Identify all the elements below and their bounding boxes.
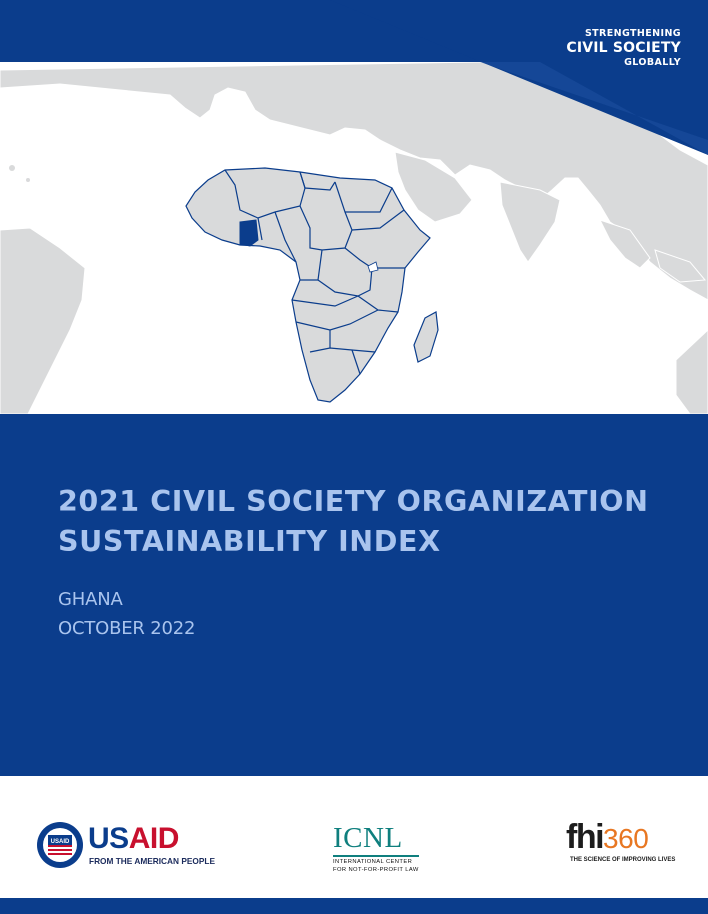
fhi-wordmark: fhi	[566, 818, 605, 856]
usaid-logo: USAID USAID FROM THE AMERICAN PEOPLE	[36, 820, 215, 872]
madagascar	[413, 311, 439, 363]
icnl-wordmark: ICNL	[333, 822, 403, 854]
icnl-divider	[333, 855, 419, 857]
fhi-tagline: THE SCIENCE OF IMPROVING LIVES	[570, 857, 676, 863]
south-america	[0, 227, 86, 414]
tagline-line-1: STRENGTHENING	[584, 28, 681, 39]
fhi-number: 360	[603, 823, 649, 854]
report-title-line-2: SUSTAINABILITY INDEX	[58, 525, 441, 558]
country-name: GHANA	[58, 589, 123, 610]
usaid-tagline: FROM THE AMERICAN PEOPLE	[89, 856, 215, 866]
bottom-blue-band	[0, 898, 708, 914]
island-west	[26, 178, 30, 182]
usaid-seal-text: USAID	[51, 839, 70, 845]
southeast-asia	[599, 219, 651, 269]
fhi360-logo: fhi360 THE SCIENCE OF IMPROVING LIVES	[566, 820, 676, 872]
arabian-peninsula	[394, 151, 473, 223]
logo-row: USAID USAID FROM THE AMERICAN PEOPLE ICN…	[0, 776, 708, 898]
world-map-africa-icon	[0, 62, 708, 414]
tagline-line-2: CIVIL SOCIETY	[566, 40, 681, 56]
usaid-wordmark: USAID	[88, 824, 179, 854]
report-title-line-1: 2021 CIVIL SOCIETY ORGANIZATION	[58, 485, 649, 518]
diagonal-corner-band	[330, 0, 708, 155]
report-title: 2021 CIVIL SOCIETY ORGANIZATION SUSTAINA…	[58, 482, 688, 562]
lake-victoria	[367, 261, 379, 273]
island-west	[9, 165, 15, 171]
icnl-logo: ICNL INTERNATIONAL CENTER FOR NOT-FOR-PR…	[333, 824, 423, 874]
usaid-us: US	[88, 822, 129, 855]
icnl-subtitle-1: INTERNATIONAL CENTER	[333, 859, 413, 865]
world-map	[0, 62, 708, 414]
publication-date: OCTOBER 2022	[58, 618, 196, 639]
usaid-seal-icon: USAID	[37, 822, 83, 868]
ghana-highlight	[239, 219, 259, 247]
usaid-aid: AID	[128, 822, 180, 855]
islands-east	[654, 249, 707, 283]
indian-subcontinent	[499, 181, 561, 263]
icnl-subtitle-2: FOR NOT-FOR-PROFIT LAW	[333, 866, 419, 873]
eurasia-landmass	[0, 62, 708, 301]
strengthening-tagline: STRENGTHENING CIVIL SOCIETY GLOBALLY	[566, 28, 681, 69]
tagline-line-3: GLOBALLY	[624, 57, 681, 68]
australia	[675, 329, 708, 414]
title-band: 2021 CIVIL SOCIETY ORGANIZATION SUSTAINA…	[0, 414, 708, 776]
